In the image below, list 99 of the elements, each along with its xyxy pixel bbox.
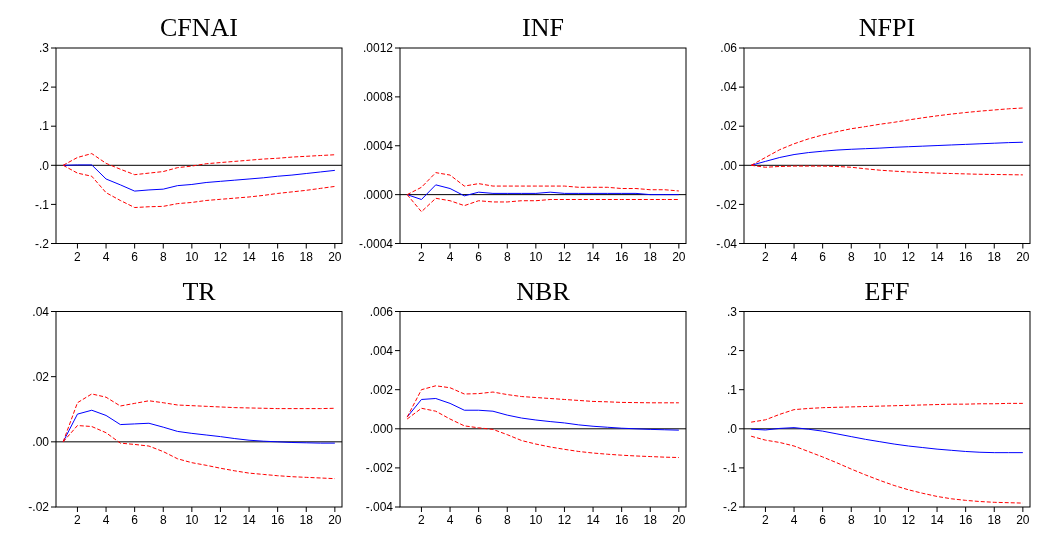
x-tick-label: 18 <box>987 249 1002 264</box>
x-tick-label: 20 <box>328 249 342 264</box>
y-tick-label: -.0004 <box>358 236 394 251</box>
x-tick-label: 4 <box>102 513 110 527</box>
x-tick-label: 20 <box>328 513 342 527</box>
y-tick-label: -.2 <box>34 236 50 251</box>
x-tick-label: 18 <box>299 513 314 527</box>
x-tick-label: 10 <box>873 513 887 527</box>
chart-title: EFF <box>864 276 910 306</box>
x-tick-label: 14 <box>242 249 257 264</box>
x-tick-label: 12 <box>213 513 228 527</box>
chart-title: INF <box>522 13 564 42</box>
x-tick-label: 16 <box>614 513 629 527</box>
chart-title: CFNAI <box>159 13 239 42</box>
x-tick-label: 4 <box>446 513 454 527</box>
x-tick-label: 6 <box>819 249 827 264</box>
x-tick-label: 14 <box>930 513 945 527</box>
x-tick-label: 10 <box>529 249 543 264</box>
chart-title: NFPI <box>858 13 916 42</box>
y-tick-label: .04 <box>32 304 50 319</box>
x-tick-label: 6 <box>475 249 483 264</box>
y-tick-label: .00 <box>720 158 738 173</box>
x-tick-label: 16 <box>958 513 973 527</box>
y-tick-label: .1 <box>38 119 50 134</box>
x-tick-label: 8 <box>159 249 167 264</box>
y-tick-label: .002 <box>369 382 394 397</box>
x-tick-label: 12 <box>557 513 572 527</box>
y-tick-label: .000 <box>369 422 394 436</box>
x-tick-label: 2 <box>762 249 770 264</box>
y-tick-label: .0004 <box>362 138 394 153</box>
x-tick-label: 6 <box>131 513 139 527</box>
y-tick-label: -.02 <box>28 500 50 515</box>
x-tick-label: 14 <box>930 249 945 264</box>
chart-title: TR <box>182 276 217 306</box>
x-tick-label: 4 <box>102 249 110 264</box>
x-tick-label: 2 <box>418 513 426 527</box>
x-tick-label: 20 <box>1016 513 1030 527</box>
y-tick-label: .02 <box>720 119 738 134</box>
y-tick-label: .004 <box>369 343 394 358</box>
y-tick-label: -.004 <box>365 500 394 515</box>
x-tick-label: 4 <box>446 249 454 264</box>
y-tick-label: .0000 <box>362 187 394 202</box>
x-tick-label: 18 <box>299 249 314 264</box>
x-tick-label: 10 <box>529 513 543 527</box>
x-tick-label: 12 <box>213 249 228 264</box>
y-tick-label: .0008 <box>362 90 394 105</box>
x-tick-label: 20 <box>1016 249 1030 264</box>
x-tick-label: 6 <box>475 513 483 527</box>
x-tick-label: 4 <box>790 249 798 264</box>
y-tick-label: .1 <box>726 382 738 397</box>
x-tick-label: 18 <box>643 513 658 527</box>
chart-title: NBR <box>516 276 571 306</box>
y-tick-label: .04 <box>720 80 738 95</box>
x-tick-label: 8 <box>159 513 167 527</box>
y-tick-label: .0 <box>726 422 738 436</box>
x-tick-label: 18 <box>987 513 1002 527</box>
x-tick-label: 14 <box>586 249 601 264</box>
x-tick-label: 16 <box>270 249 285 264</box>
y-tick-label: -.04 <box>716 236 738 251</box>
x-tick-label: 12 <box>901 249 916 264</box>
x-tick-label: 2 <box>762 513 770 527</box>
x-tick-label: 20 <box>672 249 686 264</box>
y-tick-label: -.02 <box>716 197 738 212</box>
x-tick-label: 2 <box>74 249 82 264</box>
y-tick-label: .006 <box>369 304 394 319</box>
x-tick-label: 8 <box>847 249 855 264</box>
y-tick-label: .02 <box>32 369 50 384</box>
x-tick-label: 8 <box>847 513 855 527</box>
x-tick-label: 16 <box>958 249 973 264</box>
x-tick-label: 16 <box>614 249 629 264</box>
x-tick-label: 16 <box>270 513 285 527</box>
x-tick-label: 14 <box>586 513 601 527</box>
x-tick-label: 8 <box>503 249 511 264</box>
y-tick-label: .00 <box>32 435 50 450</box>
x-tick-label: 12 <box>557 249 572 264</box>
y-tick-label: .0 <box>38 158 50 173</box>
x-tick-label: 10 <box>873 249 887 264</box>
x-tick-label: 6 <box>131 249 139 264</box>
x-tick-label: 12 <box>901 513 916 527</box>
x-tick-label: 2 <box>418 249 426 264</box>
y-tick-label: -.1 <box>722 461 738 476</box>
y-tick-label: .3 <box>726 304 738 319</box>
y-tick-label: .2 <box>726 343 738 358</box>
y-tick-label: .06 <box>720 41 738 56</box>
x-tick-label: 20 <box>672 513 686 527</box>
x-tick-label: 2 <box>74 513 82 527</box>
x-tick-label: 10 <box>185 249 199 264</box>
x-tick-label: 10 <box>185 513 199 527</box>
x-tick-label: 14 <box>242 513 257 527</box>
y-tick-label: -.2 <box>722 500 738 515</box>
x-tick-label: 18 <box>643 249 658 264</box>
y-tick-label: .3 <box>38 41 50 56</box>
y-tick-label: -.002 <box>365 461 394 476</box>
y-tick-label: .0012 <box>362 41 394 56</box>
y-tick-label: -.1 <box>34 197 50 212</box>
x-tick-label: 6 <box>819 513 827 527</box>
x-tick-label: 8 <box>503 513 511 527</box>
x-tick-label: 4 <box>790 513 798 527</box>
y-tick-label: .2 <box>38 80 50 95</box>
